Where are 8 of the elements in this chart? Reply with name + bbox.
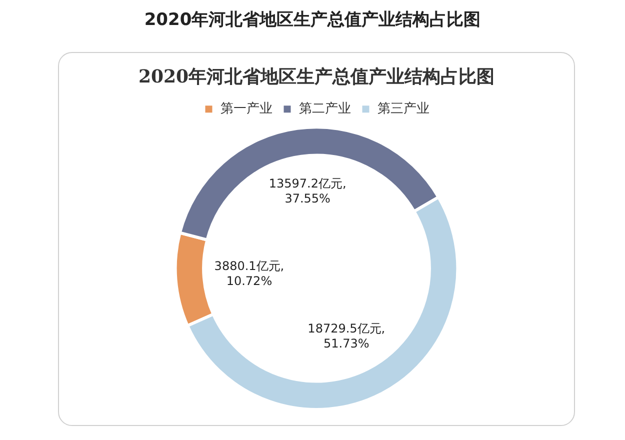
data-label: 3880.1亿元, 10.72% [214, 259, 284, 288]
legend-label: 第三产业 [377, 100, 430, 116]
data-label: 13597.2亿元, 37.55% [268, 176, 346, 206]
data-label: 18729.5亿元, 51.73% [308, 321, 386, 350]
legend-label: 第一产业 [220, 100, 272, 116]
legend-label: 第二产业 [298, 100, 351, 116]
chart-title: 2020年河北省地区生产总值产业结构占比图 [143, 9, 482, 31]
chart-subtitle: 2020年河北省地区生产总值产业结构占比图 [138, 66, 495, 88]
